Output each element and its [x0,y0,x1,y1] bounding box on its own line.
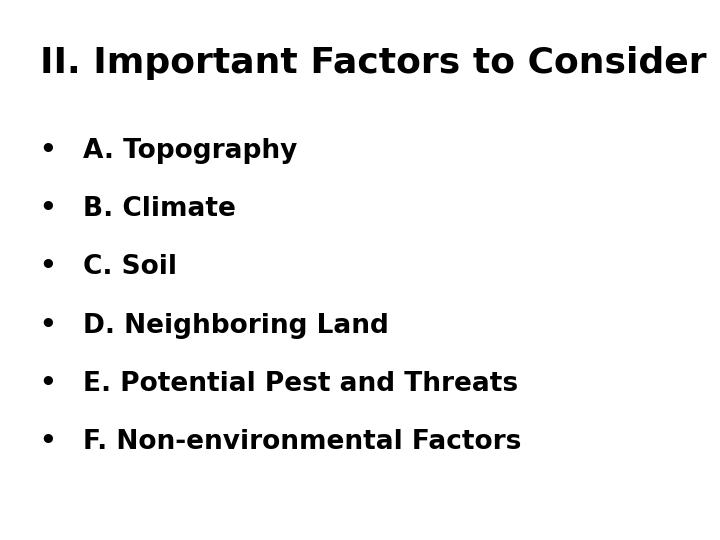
Text: II. Important Factors to Consider: II. Important Factors to Consider [40,46,706,80]
Text: •: • [40,138,56,164]
Text: D. Neighboring Land: D. Neighboring Land [83,313,389,339]
Text: A. Topography: A. Topography [83,138,297,164]
Text: E. Potential Pest and Threats: E. Potential Pest and Threats [83,371,518,397]
Text: •: • [40,196,56,222]
Text: •: • [40,371,56,397]
Text: •: • [40,429,56,455]
Text: •: • [40,313,56,339]
Text: C. Soil: C. Soil [83,254,177,280]
Text: •: • [40,254,56,280]
Text: F. Non-environmental Factors: F. Non-environmental Factors [83,429,521,455]
Text: B. Climate: B. Climate [83,196,235,222]
